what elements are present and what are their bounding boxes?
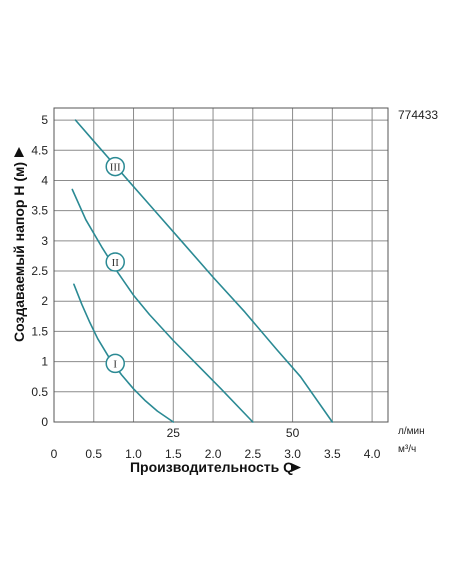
x-tick-label: 1.5 bbox=[165, 447, 182, 461]
x-axis-title-group: Производительность Q bbox=[130, 459, 301, 475]
y-tick-labels: 0 0.5 1 1.5 2 2.5 3 3.5 4 4.5 5 bbox=[31, 113, 48, 429]
y-tick-label: 4 bbox=[41, 173, 48, 187]
x-unit: м³/ч bbox=[398, 444, 416, 455]
y-tick-label: 2.5 bbox=[31, 264, 48, 278]
x-tick-label: 2.0 bbox=[205, 447, 222, 461]
x-axis-title: Производительность Q bbox=[130, 459, 294, 475]
x-tick-label: 0 bbox=[51, 447, 58, 461]
y-tick-label: 3 bbox=[41, 234, 48, 248]
y-axis-title-group: Создаваемый напор H (м) bbox=[11, 147, 27, 342]
grid bbox=[54, 108, 388, 422]
y-tick-label: 5 bbox=[41, 113, 48, 127]
x-axis-arrow-icon bbox=[291, 463, 301, 472]
series-line-III bbox=[74, 119, 334, 423]
y-tick-label: 3.5 bbox=[31, 204, 48, 218]
y-tick-label: 0 bbox=[41, 415, 48, 429]
y-tick-label: 1 bbox=[41, 355, 48, 369]
product-code: 774433 bbox=[398, 108, 438, 122]
secondary-x-tick-labels: 25 50 bbox=[167, 426, 300, 440]
x-tick-label: 0.5 bbox=[85, 447, 102, 461]
series-line-I bbox=[73, 283, 175, 423]
series-marker-II bbox=[105, 252, 125, 272]
x-tick-labels: 0 0.5 1.0 1.5 2.0 2.5 3.0 3.5 4.0 bbox=[51, 447, 381, 461]
series-label-I: I bbox=[113, 358, 117, 370]
series-label-III: III bbox=[110, 162, 121, 174]
x-tick-label: 2.5 bbox=[244, 447, 261, 461]
y-tick-label: 1.5 bbox=[31, 324, 48, 338]
x-tick-label: 3.0 bbox=[284, 447, 301, 461]
series-marker-I bbox=[105, 353, 125, 374]
y-tick-label: 0.5 bbox=[31, 385, 48, 399]
x-tick-label: 1.0 bbox=[125, 447, 142, 461]
plot-frame bbox=[53, 107, 389, 423]
secondary-x-tick-label: 50 bbox=[286, 426, 300, 440]
y-tick-label: 2 bbox=[41, 294, 48, 308]
x-tick-label: 4.0 bbox=[364, 447, 381, 461]
secondary-x-tick-label: 25 bbox=[167, 426, 181, 440]
series-label-II: II bbox=[112, 257, 120, 269]
y-axis-title: Создаваемый напор H (м) bbox=[11, 162, 27, 342]
x-tick-label: 3.5 bbox=[324, 447, 341, 461]
secondary-x-unit: л/мин bbox=[398, 426, 425, 437]
series-line-II bbox=[71, 188, 254, 423]
y-tick-label: 4.5 bbox=[31, 143, 48, 157]
y-axis-arrow-icon bbox=[14, 147, 24, 157]
series-marker-III bbox=[105, 156, 125, 177]
